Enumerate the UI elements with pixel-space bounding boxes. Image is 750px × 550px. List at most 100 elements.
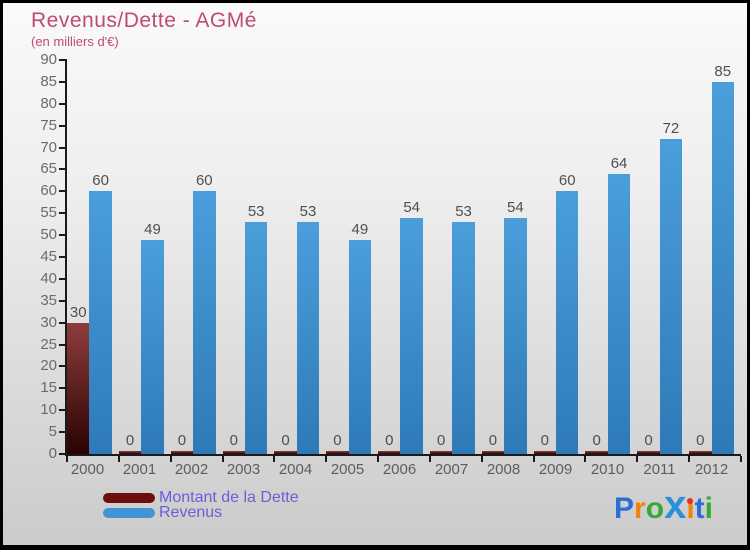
revenus-column: 53: [452, 202, 475, 454]
y-tick: [59, 343, 67, 346]
dette-column: 0: [222, 432, 245, 454]
bar-value-label: 0: [333, 432, 342, 449]
revenus-bar: [659, 138, 683, 454]
y-tick-label: 55: [40, 204, 57, 222]
revenus-bar: [89, 191, 112, 454]
x-label: 2001: [122, 461, 157, 478]
dette-column: 0: [170, 432, 194, 454]
year-group-2009: 0 60: [533, 60, 586, 454]
year-group-2001: 0 49: [118, 60, 171, 454]
dette-column: 0: [274, 432, 297, 454]
logo-letter-dot: [687, 498, 694, 504]
logo-letter-P: P: [614, 492, 635, 525]
x-label: 2002: [174, 461, 209, 478]
legend-label-dette: Montant de la Dette: [159, 489, 299, 506]
bar-value-label: 0: [125, 432, 135, 449]
y-tick: [59, 277, 67, 280]
bar-value-label: 49: [351, 220, 369, 238]
x-tick: [169, 456, 172, 462]
bar-value-label: 60: [558, 172, 576, 190]
dette-bar: [378, 451, 401, 454]
x-tick: [221, 456, 224, 462]
bar-value-label: 0: [177, 432, 187, 449]
y-tick-label: 15: [40, 379, 57, 397]
y-tick-label: 30: [40, 313, 57, 331]
y-tick-label: 45: [40, 248, 57, 265]
bar-value-label: 54: [507, 198, 524, 216]
revenus-column: 85: [711, 63, 734, 454]
year-group-2007: 0 53: [429, 60, 482, 454]
revenus-column: 64: [607, 155, 631, 454]
bar-value-label: 0: [540, 432, 549, 449]
y-tick: [59, 102, 67, 105]
x-tick: [428, 456, 431, 462]
bar-value-label: 30: [69, 303, 87, 321]
dette-column: 0: [637, 432, 660, 454]
x-label: 2003: [226, 461, 261, 478]
x-tick: [325, 456, 328, 462]
dette-column: 0: [378, 432, 401, 454]
y-tick-label: 65: [40, 160, 57, 178]
year-group-2005: 0 49: [326, 60, 378, 454]
revenus-bar: [607, 173, 631, 454]
y-tick: [59, 453, 67, 455]
logo-letter-o: o: [645, 492, 665, 525]
dette-column: 0: [429, 432, 453, 454]
x-label: 2011: [643, 461, 676, 478]
bar-value-label: 53: [455, 202, 472, 220]
bar-value-label: 60: [195, 172, 213, 190]
y-tick-label: 60: [40, 182, 57, 200]
y-tick-label: 40: [40, 269, 57, 287]
dette-bar: [585, 451, 608, 454]
y-tick-label: 70: [40, 138, 57, 156]
x-tick: [584, 456, 587, 462]
revenus-column: 72: [659, 120, 683, 454]
y-tick: [59, 299, 67, 302]
logo-letter-i: ı: [686, 492, 695, 525]
x-tick: [377, 456, 380, 462]
year-group-2010: 0 64: [585, 60, 637, 454]
dette-bar: [481, 451, 505, 454]
bar-value-label: 0: [436, 432, 446, 449]
dette-column: 0: [689, 432, 712, 454]
legend-swatch-revenus: [103, 507, 155, 518]
dette-bar: [170, 451, 194, 454]
y-tick: [59, 409, 67, 412]
revenus-column: 54: [400, 198, 423, 454]
x-label: 2000: [70, 461, 105, 478]
dette-column: 0: [533, 432, 557, 454]
y-tick-label: 50: [40, 226, 57, 244]
y-tick: [59, 256, 67, 258]
revenus-bar: [504, 217, 527, 454]
bar-value-label: 0: [592, 432, 601, 449]
y-tick-label: 10: [40, 401, 57, 419]
y-tick: [59, 146, 67, 149]
dette-bar: [274, 451, 297, 454]
year-group-2006: 0 54: [378, 60, 430, 454]
x-label: 2004: [278, 461, 313, 478]
revenus-column: 60: [89, 172, 112, 454]
revenus-bar: [193, 191, 216, 454]
revenus-bar: [244, 221, 268, 454]
chart-subtitle: (en milliers d'€): [31, 34, 119, 49]
x-tick: [532, 456, 535, 462]
bar-value-label: 54: [403, 198, 421, 216]
revenus-column: 53: [296, 203, 320, 454]
revenus-bar: [452, 221, 475, 454]
y-tick: [59, 321, 67, 324]
y-tick: [59, 431, 67, 434]
x-tick: [117, 456, 120, 462]
year-group-2008: 0 54: [481, 60, 534, 454]
year-group-2012: 0 85: [689, 60, 741, 454]
x-label: 2012: [694, 461, 729, 478]
x-tick: [688, 456, 691, 462]
proxiti-logo: Proxı ti: [614, 485, 713, 529]
y-tick: [59, 365, 67, 368]
x-labels: 2000 2001 2002 2003 2004 2005 2006 2007 2008 2009…: [65, 461, 741, 478]
y-tick-label: 75: [40, 116, 57, 134]
year-group-2011: 0 72: [637, 60, 689, 454]
bar-value-label: 0: [488, 432, 498, 449]
revenus-column: 53: [244, 203, 268, 454]
legend: Montant de la Dette Revenus: [103, 489, 299, 521]
dette-column: 0: [118, 432, 142, 454]
